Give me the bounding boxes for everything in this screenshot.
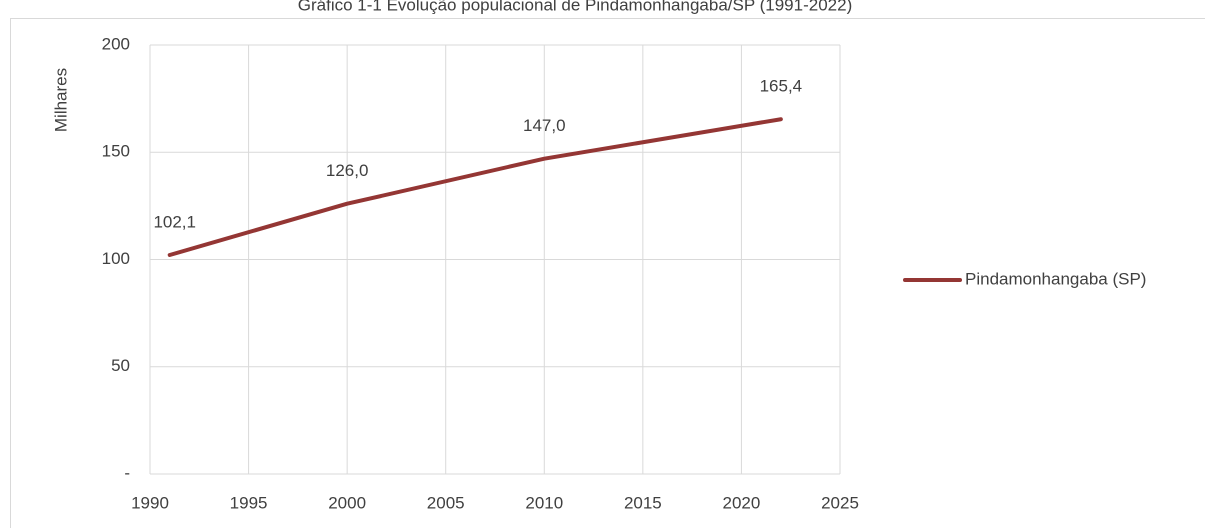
- y-tick-label: 100: [102, 249, 130, 268]
- data-label: 102,1: [153, 212, 196, 231]
- x-tick-label: 1995: [230, 493, 268, 512]
- y-tick-label: 200: [102, 34, 130, 53]
- x-tick-label: 2015: [624, 493, 662, 512]
- chart-title: Gráfico 1-1 Evolução populacional de Pin…: [298, 0, 852, 14]
- y-tick-label: -: [124, 463, 130, 482]
- line: [167, 117, 783, 257]
- x-tick-label: 1990: [131, 493, 169, 512]
- data-label: 126,0: [326, 161, 369, 180]
- x-tick-label: 2020: [723, 493, 761, 512]
- x-tick-label: 2000: [328, 493, 366, 512]
- data-label: 165,4: [760, 77, 803, 96]
- y-axis-label: Milhares: [51, 68, 70, 132]
- y-tick-label: 150: [102, 142, 130, 161]
- y-tick-label: 50: [111, 356, 130, 375]
- legend-label: Pindamonhangaba (SP): [965, 269, 1146, 288]
- chart-frame: [10, 18, 1205, 528]
- x-tick-label: 2025: [821, 493, 859, 512]
- x-tick-label: 2010: [525, 493, 563, 512]
- x-tick-label: 2005: [427, 493, 465, 512]
- data-label: 147,0: [523, 116, 566, 135]
